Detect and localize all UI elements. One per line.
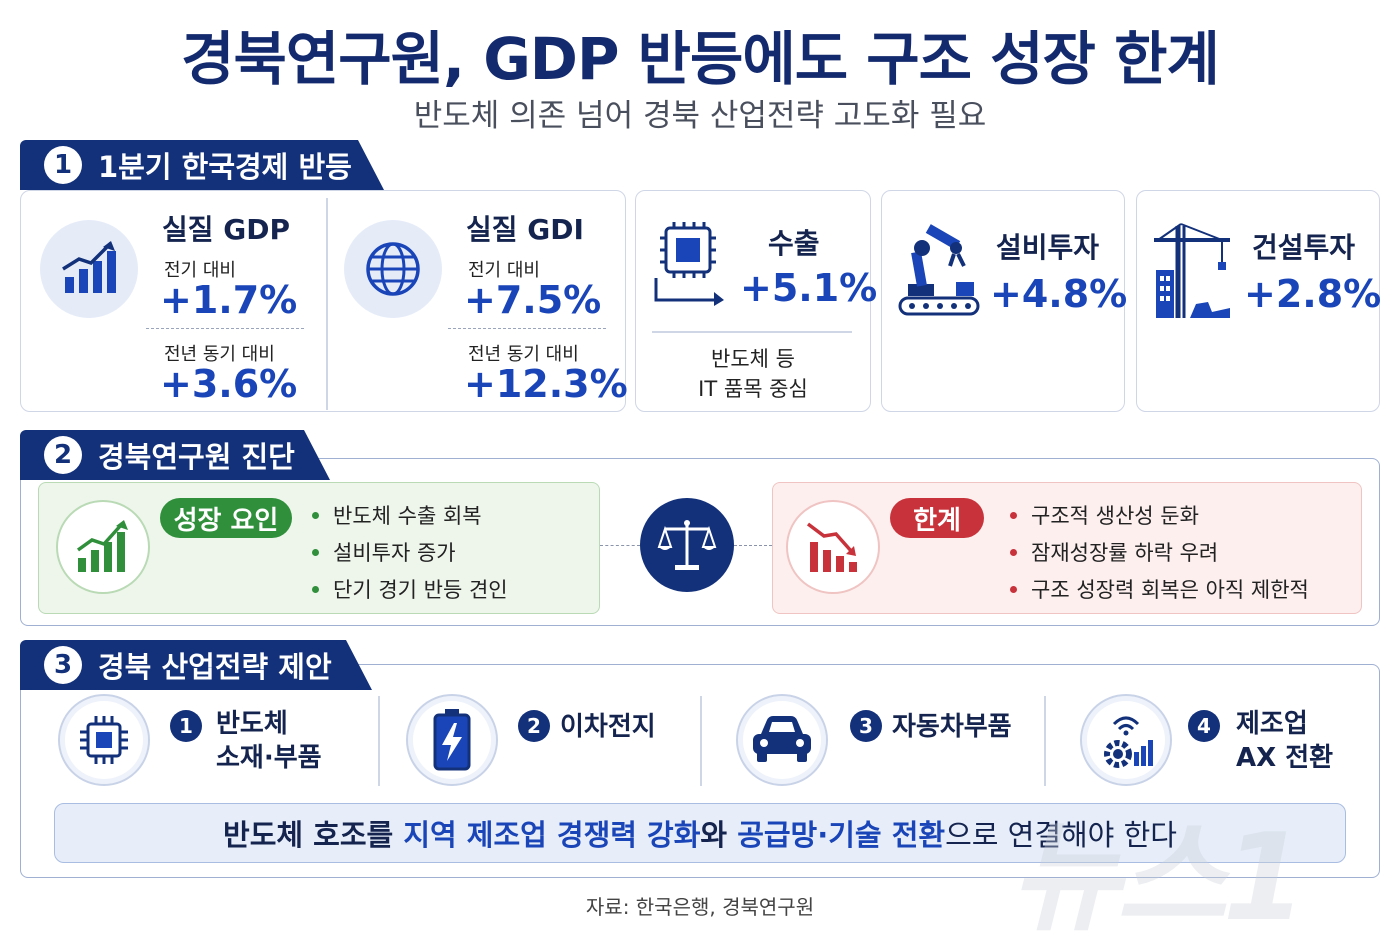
limit-item-1: 구조적 생산성 둔화 [1010,500,1199,530]
growth-chart-icon [40,220,138,318]
growth-up-icon [56,500,150,594]
news1-watermark: 뉴스1 [1010,809,1306,933]
limit-pill: 한계 [890,498,984,538]
export-note-line2: IT 품목 중심 [698,377,808,401]
section1-tab: 1 1분기 한국경제 반등 [20,140,384,190]
conclusion-highlight: 공급망·기술 전환 [737,818,946,852]
conclusion-banner: 반도체 호조를 지역 제조업 경쟁력 강화 와 공급망·기술 전환 으로 연결해… [54,803,1346,863]
construction-value: +2.8% [1244,272,1382,316]
gdi-yoy-label: 전년 동기 대비 [468,344,579,365]
strategy-label-4: 제조업 AX 전환 [1236,707,1333,775]
strategy-line: 반도체 [216,709,288,739]
conclusion-part: 으로 연결해야 한다 [945,818,1177,852]
equipment-value: +4.8% [990,272,1128,316]
growth-item-text: 반도체 수출 회복 [333,504,482,528]
strategy-separator [700,696,702,786]
smart-factory-icon [1080,694,1172,786]
limit-item-text: 구조 성장력 회복은 아직 제한적 [1031,578,1309,602]
equipment-card [881,190,1125,412]
growth-item-2: 설비투자 증가 [312,537,456,567]
section3-title: 경북 산업전략 제안 [98,650,332,684]
crane-icon [1152,222,1232,324]
strategy-line: 이차전지 [560,712,656,742]
limit-item-text: 잠재성장률 하락 우려 [1031,541,1219,565]
strategy-label-2: 이차전지 [560,710,656,744]
semiconductor-icon [58,694,150,786]
section3-tab: 3 경북 산업전략 제안 [20,640,372,690]
limit-item-2: 잠재성장률 하락 우려 [1010,537,1218,567]
strategy-number-2: 2 [518,710,550,742]
section2-box [20,458,1380,626]
conclusion-highlight: 지역 제조업 경쟁력 강화 [403,818,701,852]
export-note: 반도체 등 IT 품목 중심 [635,344,871,404]
construction-label: 건설투자 [1252,231,1356,264]
export-value: +5.1% [740,266,878,310]
growth-item-text: 설비투자 증가 [333,541,456,565]
growth-item-3: 단기 경기 반등 견인 [312,574,508,604]
conclusion-part: 와 [700,818,738,852]
section3-box [20,664,1380,878]
section1-title: 1분기 한국경제 반등 [98,150,352,184]
gdp-qoq-value: +1.7% [160,278,298,322]
strategy-separator [378,696,380,786]
limit-item-text: 구조적 생산성 둔화 [1031,504,1199,528]
source-note: 자료: 한국은행, 경북연구원 [585,895,815,919]
growth-factor-pill: 성장 요인 [160,498,292,538]
car-icon [736,694,828,786]
strategy-line: 자동차부품 [892,712,1012,742]
strategy-number-3: 3 [850,710,882,742]
strategy-separator [1044,696,1046,786]
gdp-yoy-label: 전년 동기 대비 [164,344,275,365]
limit-item-3: 구조 성장력 회복은 아직 제한적 [1010,574,1309,604]
gdi-title: 실질 GDI [466,213,584,246]
gdp-yoy-value: +3.6% [160,362,298,406]
export-divider [652,331,852,333]
export-label: 수출 [768,227,820,260]
strategy-line: AX 전환 [1236,743,1334,773]
gdi-qoq-value: +7.5% [464,278,602,322]
chip-icon [652,222,728,310]
conclusion-part: 반도체 호조를 [223,818,404,852]
gdp-qoq-label: 전기 대비 [164,260,236,281]
page-subtitle: 반도체 의존 넘어 경북 산업전략 고도화 필요 [413,98,987,134]
growth-item-1: 반도체 수출 회복 [312,500,482,530]
growth-item-text: 단기 경기 반등 견인 [333,578,508,602]
gdi-qoq-label: 전기 대비 [468,260,540,281]
equipment-label: 설비투자 [996,231,1100,264]
gdp-dash-divider [146,328,304,329]
decline-chart-icon [786,500,880,594]
robot-arm-icon [898,222,982,322]
globe-icon [344,220,442,318]
strategy-line: 소재·부품 [216,743,322,773]
connector-right [734,545,772,546]
section1-number: 1 [44,146,82,184]
card-divider [326,198,328,410]
section3-number: 3 [44,646,82,684]
strategy-number-4: 4 [1188,710,1220,742]
connector-left [600,545,640,546]
strategy-number-1: 1 [170,710,202,742]
battery-icon [406,694,498,786]
scale-icon [640,498,734,592]
gdi-dash-divider [448,328,606,329]
gdi-yoy-value: +12.3% [464,362,628,406]
strategy-label-3: 자동차부품 [892,710,1012,744]
section2-title: 경북연구원 진단 [98,440,295,474]
gdp-title: 실질 GDP [162,213,291,246]
page-title: 경북연구원, GDP 반등에도 구조 성장 한계 [181,25,1220,93]
export-note-line1: 반도체 등 [711,347,795,371]
section2-number: 2 [44,436,82,474]
strategy-line: 제조업 [1236,709,1308,739]
strategy-label-1: 반도체 소재·부품 [216,707,322,775]
section2-tab: 2 경북연구원 진단 [20,430,330,480]
